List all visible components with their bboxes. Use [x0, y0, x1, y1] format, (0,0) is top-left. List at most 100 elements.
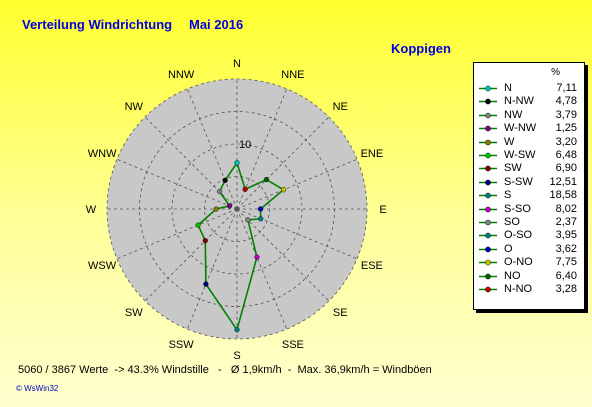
legend-item-w-nw: W-NW 1,25 — [478, 122, 580, 135]
chart-period: Mai 2016 — [189, 17, 244, 32]
direction-label-w: W — [86, 204, 97, 216]
data-point-o-no — [280, 187, 287, 193]
data-point-n-no — [242, 186, 248, 192]
legend-swatch — [479, 233, 497, 239]
grid-spoke-wsw — [116, 208, 238, 260]
ring-value-label: 10 — [239, 139, 251, 151]
direction-label-s: S — [233, 350, 240, 362]
grid-spoke-wnw — [116, 158, 238, 210]
chart-title: Verteilung Windrichtung — [22, 17, 173, 32]
legend-swatch — [479, 112, 497, 119]
legend-value: 3,62 — [555, 242, 577, 255]
legend-value: 7,75 — [555, 256, 577, 269]
legend-value: 1,25 — [555, 122, 577, 135]
legend-swatch — [479, 99, 497, 105]
legend-label: W-NW — [504, 122, 537, 135]
legend-label: S-SW — [504, 175, 533, 188]
direction-label-ne: NE — [333, 101, 348, 113]
legend-item-w: W 3,20 — [478, 136, 580, 149]
legend-unit: % — [551, 67, 560, 78]
legend-item-o-so: O-SO 3,95 — [478, 229, 580, 242]
legend-value: 3,79 — [555, 108, 577, 121]
grid-spoke-nnw — [186, 88, 238, 210]
data-point-w-sw — [195, 222, 201, 228]
data-point-o-so — [258, 216, 264, 222]
legend-label: N — [504, 82, 512, 94]
legend-item-nw: NW 3,79 — [478, 109, 580, 122]
grid-spoke-sse — [236, 208, 288, 330]
direction-label-ese: ESE — [361, 260, 383, 272]
legend-swatch — [479, 139, 497, 145]
legend-value: 4,78 — [555, 95, 577, 108]
grid-spoke-se — [236, 208, 330, 302]
data-point-so — [245, 217, 251, 223]
legend-label: N-NW — [504, 95, 534, 108]
direction-label-nnw: NNW — [168, 69, 195, 81]
legend-label: W — [504, 135, 515, 148]
legend-item-s-sw: S-SW 12,51 — [478, 176, 580, 189]
direction-label-ene: ENE — [361, 148, 384, 160]
legend-swatch — [479, 286, 497, 293]
data-point-o — [257, 206, 264, 212]
legend-item-sw: SW 6,90 — [478, 162, 580, 175]
legend-value: 18,58 — [549, 189, 577, 202]
legend-label: O-SO — [504, 229, 533, 242]
legend-swatch — [479, 125, 497, 132]
legend-value: 6,48 — [555, 149, 577, 161]
legend-item-s-so: S-SO 8,02 — [478, 203, 580, 216]
legend: % N 7,11 N-NW 4,78 NW 3,79 W-NW 1,25 W 3,20 W-SW 6,… — [473, 62, 585, 310]
legend-value: 7,11 — [556, 82, 577, 94]
direction-label-se: SE — [333, 307, 348, 319]
legend-value: 3,28 — [555, 283, 577, 295]
legend-label: O-NO — [504, 256, 533, 269]
grid-spoke-ne — [236, 116, 330, 210]
direction-label-nne: NNE — [281, 69, 304, 81]
direction-label-nw: NW — [125, 101, 144, 113]
legend-swatch — [479, 206, 497, 212]
grid-spoke-ese — [236, 208, 358, 260]
legend-label: N-NO — [504, 283, 533, 295]
data-point-w-nw — [226, 203, 233, 209]
data-point-s-so — [254, 254, 260, 260]
legend-value: 6,40 — [555, 269, 577, 282]
grid-spoke-ssw — [186, 208, 238, 330]
direction-label-n: N — [233, 58, 241, 70]
legend-label: O — [504, 242, 513, 255]
legend-swatch — [479, 179, 497, 186]
legend-swatch — [479, 246, 497, 253]
data-point-s-sw — [203, 281, 209, 287]
legend-item-s: S 18,58 — [478, 189, 580, 202]
data-point-sw — [202, 238, 208, 244]
direction-label-wsw: WSW — [88, 260, 117, 272]
data-point-w — [213, 206, 219, 212]
legend-value: 3,95 — [555, 229, 577, 242]
legend-item-w-sw: W-SW 6,48 — [478, 149, 580, 162]
legend-swatch — [479, 273, 497, 279]
legend-label: SO — [504, 216, 520, 228]
grid-spoke-nne — [236, 88, 288, 210]
legend-label: S-SO — [504, 202, 531, 215]
grid-spoke-nw — [144, 116, 238, 210]
legend-swatch — [479, 259, 497, 266]
legend-label: NO — [504, 269, 521, 282]
grid-ring-2 — [171, 143, 303, 275]
legend-item-n: N 7,11 — [478, 82, 580, 95]
legend-value: 6,90 — [555, 162, 577, 175]
brand-label: © WsWin32 — [16, 384, 59, 393]
legend-value: 8,02 — [555, 202, 577, 215]
legend-swatch — [479, 85, 497, 92]
legend-label: SW — [504, 162, 522, 175]
legend-item-no: NO 6,40 — [478, 270, 580, 283]
direction-label-e: E — [379, 204, 386, 216]
legend-swatch — [479, 152, 497, 159]
legend-item-o-no: O-NO 7,75 — [478, 256, 580, 269]
direction-label-sw: SW — [125, 307, 143, 319]
legend-item-n-no: N-NO 3,28 — [478, 283, 580, 296]
direction-label-wnw: WNW — [88, 148, 117, 160]
data-point-s — [234, 327, 240, 333]
data-point-n — [234, 160, 240, 166]
legend-value: 2,37 — [555, 216, 577, 228]
grid-spoke-ene — [236, 158, 358, 210]
